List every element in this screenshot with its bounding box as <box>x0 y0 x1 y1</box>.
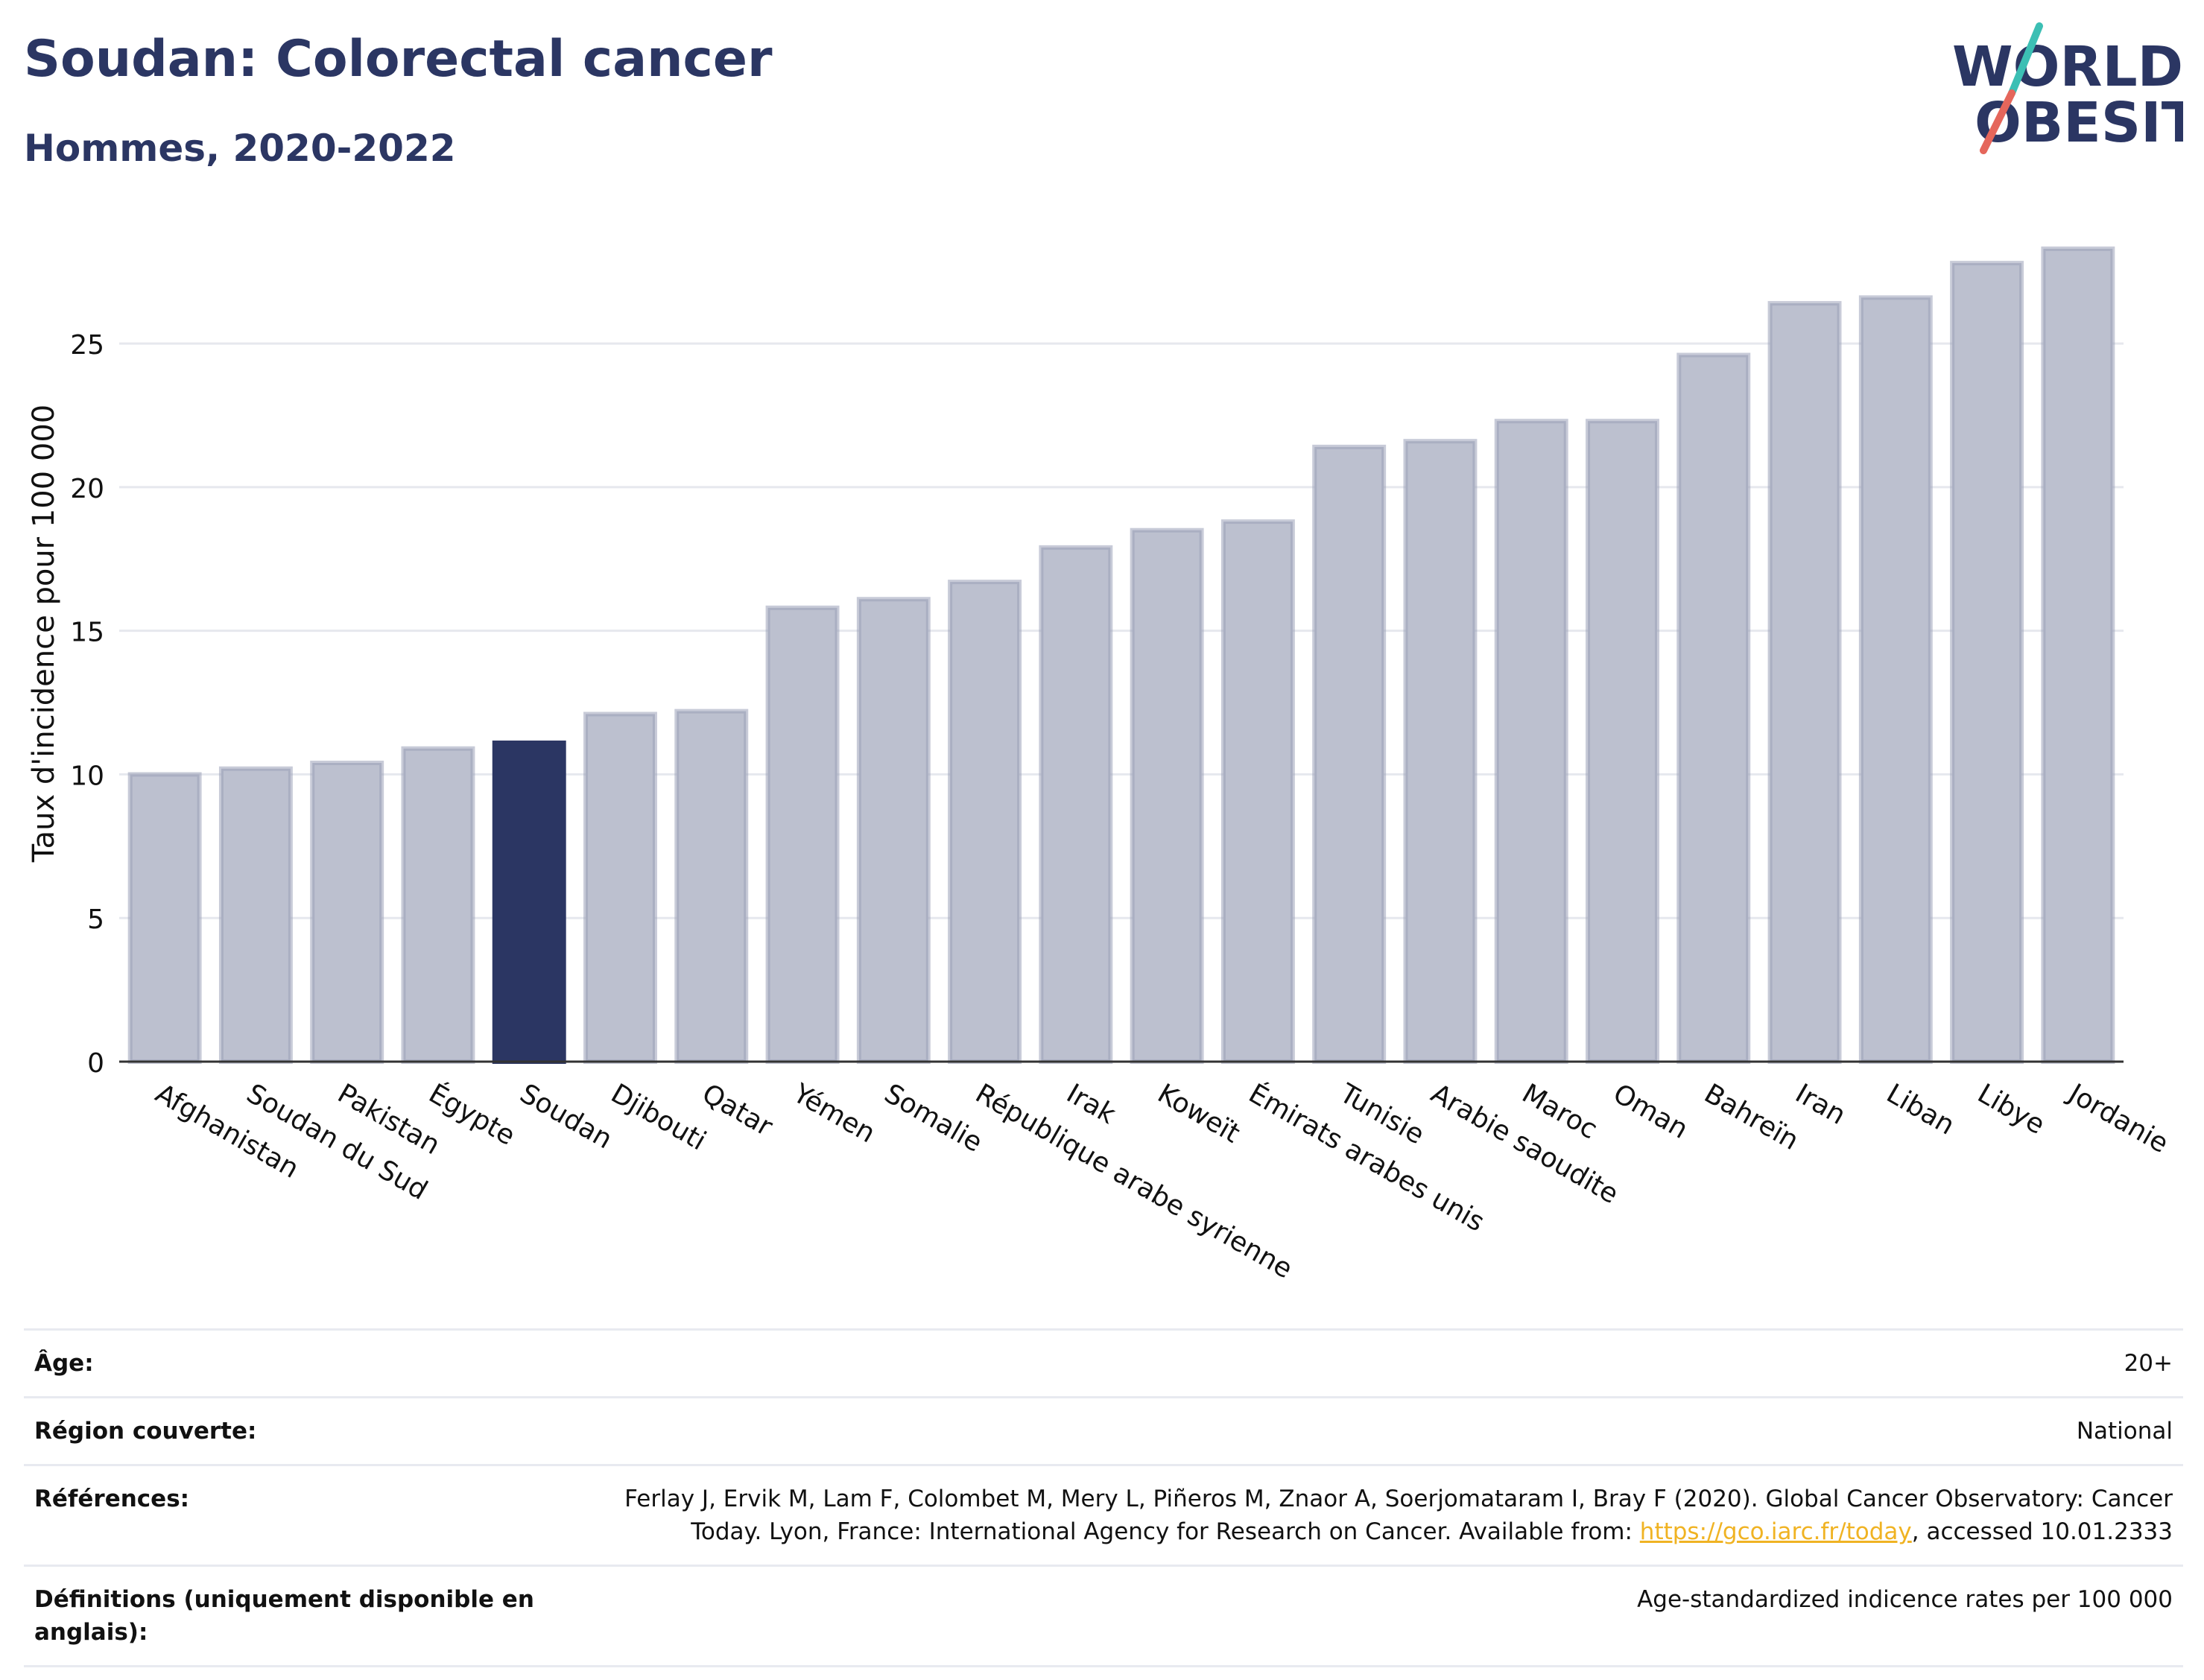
bar-tunisie <box>1312 444 1387 1064</box>
bar-arabie-saoudite <box>1403 439 1478 1064</box>
y-tick-label: 15 <box>70 618 104 648</box>
x-tick-label: Bahreïn <box>1699 1078 1803 1156</box>
y-tick-label: 20 <box>70 474 104 504</box>
page-title: Soudan: Colorectal cancer <box>24 30 773 89</box>
y-tick-label: 25 <box>70 330 104 361</box>
x-tick-label: Soudan <box>515 1078 618 1155</box>
x-tick-label: République arabe syrienne <box>970 1078 1297 1284</box>
y-tick-labels: 0 5 10 15 20 25 <box>70 330 104 1079</box>
x-tick-label: Jordanie <box>2062 1077 2173 1159</box>
meta-row-region: Région couverte: National <box>24 1396 2183 1464</box>
bar-soudan-du-sud <box>218 766 293 1064</box>
metadata-table: Âge: 20+ Région couverte: National Référ… <box>24 1328 2183 1667</box>
meta-ref-accessed: , accessed 10.01.2333 <box>1911 1518 2173 1545</box>
meta-ref-link[interactable]: https://gco.iarc.fr/today <box>1639 1518 1912 1545</box>
bar-bahre-n <box>1676 352 1751 1064</box>
bar-soudan <box>492 741 566 1064</box>
bar-djibouti <box>583 711 657 1064</box>
x-tick-label: Oman <box>1608 1078 1693 1145</box>
bar-somalie <box>856 597 931 1064</box>
bar-maroc <box>1494 419 1568 1064</box>
meta-ref-label: Références: <box>34 1486 190 1512</box>
bar-irak <box>1039 545 1113 1064</box>
bar-libye <box>1950 261 2024 1064</box>
meta-ref-value: Ferlay J, Ervik M, Lam F, Colombet M, Me… <box>578 1483 2173 1548</box>
bar-qatar <box>674 709 749 1064</box>
bar--gypte <box>401 746 475 1064</box>
meta-def-label: Définitions (uniquement disponible en an… <box>34 1586 534 1646</box>
y-tick-label: 0 <box>87 1048 104 1079</box>
logo-slash-teal <box>2008 22 2043 97</box>
y-tick-label: 5 <box>87 904 104 935</box>
meta-row-definitions: Définitions (uniquement disponible en an… <box>24 1565 2183 1667</box>
logo-slash-red <box>1980 89 2015 154</box>
bar-r-publique-arabe-syrienne <box>948 580 1022 1064</box>
bar-y-men <box>765 605 840 1064</box>
bar--mirats-arabes-unis <box>1220 519 1295 1064</box>
x-tick-label: Irak <box>1061 1078 1121 1130</box>
bar-jordanie <box>2041 246 2115 1065</box>
page-subtitle: Hommes, 2020-2022 <box>24 127 456 170</box>
meta-def-value: Age-standardized indicence rates per 100… <box>1637 1586 2173 1613</box>
x-tick-label: Iran <box>1790 1078 1851 1131</box>
meta-ref-text: Ferlay J, Ervik M, Lam F, Colombet M, Me… <box>624 1486 2173 1545</box>
meta-age-label: Âge: <box>34 1350 94 1377</box>
bar-oman <box>1586 419 1659 1064</box>
x-tick-label: Libye <box>1972 1078 2050 1141</box>
x-tick-label: Somalie <box>879 1078 987 1158</box>
x-tick-label: Koweït <box>1153 1078 1245 1149</box>
x-tick-label: Liban <box>1881 1078 1960 1141</box>
y-axis-label: Taux d'incidence pour 100 000 <box>27 405 61 863</box>
bar-liban <box>1858 295 1933 1065</box>
meta-row-age: Âge: 20+ <box>24 1328 2183 1396</box>
meta-region-label: Région couverte: <box>34 1418 257 1445</box>
world-obesity-logo: WORLD OBESITY <box>1952 22 2183 155</box>
bar-afghanistan <box>127 772 202 1065</box>
x-tick-label: Yémen <box>788 1078 881 1150</box>
meta-age-value: 20+ <box>2124 1350 2173 1377</box>
logo-text-world: WORLD <box>1952 35 2183 99</box>
bar-kowe-t <box>1130 527 1204 1064</box>
bar-pakistan <box>310 761 384 1064</box>
bar-iran <box>1767 301 1842 1064</box>
x-tick-label: Djibouti <box>606 1078 711 1156</box>
meta-region-value: National <box>2076 1418 2173 1445</box>
bars <box>119 246 2124 1065</box>
meta-row-references: Références: Ferlay J, Ervik M, Lam F, Co… <box>24 1464 2183 1565</box>
y-tick-label: 10 <box>70 761 104 791</box>
